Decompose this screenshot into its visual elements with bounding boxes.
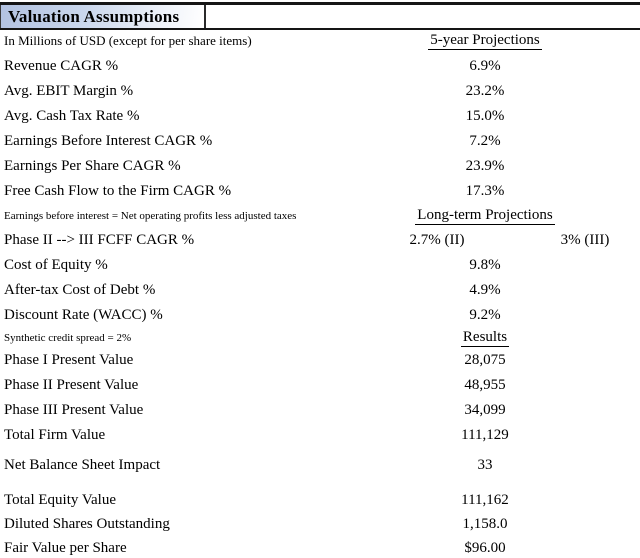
row-value: 17.3%	[465, 183, 505, 199]
row-value: 111,129	[461, 427, 509, 443]
row-label: Total Equity Value	[4, 491, 116, 508]
table-row: Phase I Present Value 28,075	[0, 348, 640, 373]
net-balance-sheet-row: Net Balance Sheet Impact 33	[0, 453, 640, 478]
row-label: Phase II --> III FCFF CAGR %	[4, 232, 195, 248]
phase-fcff-row: Phase II --> III FCFF CAGR % 2.7% (II) 3…	[0, 228, 640, 253]
col-header-results: Results	[330, 329, 640, 348]
row-label: Revenue CAGR %	[4, 58, 119, 74]
col-header-longterm-label: Long-term Projections	[415, 207, 555, 226]
table-row: Avg. EBIT Margin % 23.2%	[0, 79, 640, 104]
row-value: 33	[477, 457, 493, 473]
five-year-projections-group: Revenue CAGR % 6.9% Avg. EBIT Margin % 2…	[0, 54, 640, 204]
row-label: Discount Rate (WACC) %	[4, 307, 163, 323]
ebi-footnote: Earnings before interest = Net operating…	[4, 210, 297, 222]
table-row: Diluted Shares Outstanding 1,158.0	[0, 512, 640, 536]
page-title: Valuation Assumptions	[8, 6, 180, 26]
ebi-note-row: Earnings before interest = Net operating…	[0, 204, 640, 228]
row-label: Free Cash Flow to the Firm CAGR %	[4, 183, 232, 199]
row-value: 23.9%	[465, 158, 505, 174]
col-header-5yr: 5-year Projections	[330, 32, 640, 51]
col-header-longterm: Long-term Projections	[330, 207, 640, 226]
units-note: In Millions of USD (except for per share…	[4, 33, 252, 48]
row-value: 15.0%	[465, 108, 505, 124]
spacer	[0, 478, 640, 488]
table-row: Revenue CAGR % 6.9%	[0, 54, 640, 79]
equity-group: Total Equity Value 111,162 Diluted Share…	[0, 488, 640, 558]
table-row: Cost of Equity % 9.8%	[0, 253, 640, 278]
table-row: Phase II Present Value 48,955	[0, 373, 640, 398]
col-header-results-label: Results	[460, 329, 510, 348]
row-label: Avg. Cash Tax Rate %	[4, 108, 140, 124]
row-value: 9.2%	[469, 307, 501, 323]
credit-spread-footnote: Synthetic credit spread = 2%	[4, 332, 132, 344]
table-row: Avg. Cash Tax Rate % 15.0%	[0, 104, 640, 129]
results-group: Phase I Present Value 28,075 Phase II Pr…	[0, 348, 640, 448]
table-row: After-tax Cost of Debt % 4.9%	[0, 278, 640, 303]
row-value: 7.2%	[469, 133, 501, 149]
row-label: Cost of Equity %	[4, 257, 108, 273]
credit-spread-note-row: Synthetic credit spread = 2% Results	[0, 328, 640, 348]
col-header-5yr-label: 5-year Projections	[428, 32, 542, 51]
row-value: 6.9%	[469, 58, 501, 74]
table-row: Earnings Per Share CAGR % 23.9%	[0, 154, 640, 179]
phase-values: 2.7% (II) 3% (III)	[330, 232, 640, 249]
long-term-projections-group: Phase II --> III FCFF CAGR % 2.7% (II) 3…	[0, 228, 640, 328]
row-value: 1,158.0	[462, 515, 508, 532]
table-row: Free Cash Flow to the Firm CAGR % 17.3%	[0, 179, 640, 204]
row-label: Earnings Per Share CAGR %	[4, 158, 181, 174]
row-label: Phase II Present Value	[4, 377, 139, 393]
table-row: Phase III Present Value 34,099	[0, 398, 640, 423]
row-label: Avg. EBIT Margin %	[4, 83, 134, 99]
row-label: After-tax Cost of Debt %	[4, 282, 156, 298]
row-label: Earnings Before Interest CAGR %	[4, 133, 213, 149]
row-label: Diluted Shares Outstanding	[4, 515, 170, 532]
subheader-row: In Millions of USD (except for per share…	[0, 30, 640, 52]
row-value: 111,162	[461, 491, 509, 508]
row-value: $96.00	[464, 539, 506, 556]
table-row: Earnings Before Interest CAGR % 7.2%	[0, 129, 640, 154]
row-label: Net Balance Sheet Impact	[4, 457, 161, 473]
row-label: Phase I Present Value	[4, 352, 134, 368]
title-box: Valuation Assumptions	[0, 5, 206, 28]
row-value: 23.2%	[465, 83, 505, 99]
phase2-value: 2.7% (II)	[409, 232, 465, 248]
row-label: Total Firm Value	[4, 427, 106, 443]
row-label: Phase III Present Value	[4, 402, 144, 418]
table-row: Discount Rate (WACC) % 9.2%	[0, 303, 640, 328]
row-value: 48,955	[464, 377, 506, 393]
phase3-value: 3% (III)	[560, 232, 610, 248]
row-value: 28,075	[464, 352, 506, 368]
table-row: Total Equity Value 111,162	[0, 488, 640, 512]
row-label: Fair Value per Share	[4, 539, 127, 556]
row-value: 34,099	[464, 402, 506, 418]
row-value: 4.9%	[469, 282, 501, 298]
table-row: Fair Value per Share $96.00	[0, 536, 640, 558]
row-value: 9.8%	[469, 257, 501, 273]
table-row: Total Firm Value 111,129	[0, 423, 640, 448]
title-bar: Valuation Assumptions	[0, 2, 640, 30]
